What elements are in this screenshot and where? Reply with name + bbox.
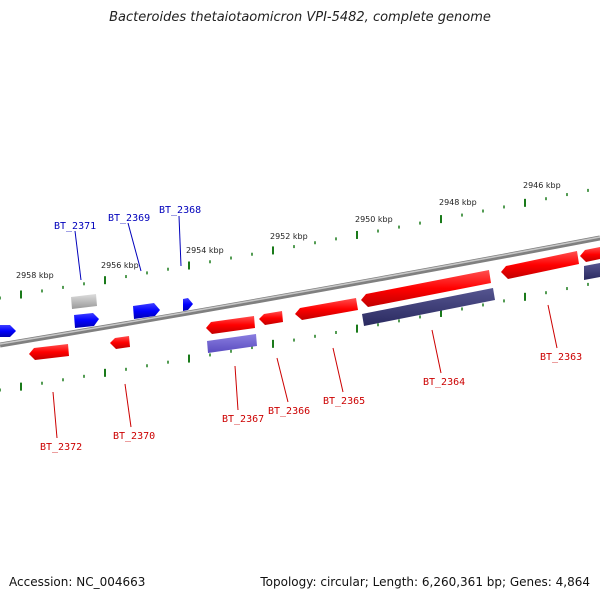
gene-arrow[interactable] — [295, 298, 358, 320]
gene-label[interactable]: BT_2371 — [54, 221, 96, 232]
gene-label[interactable]: BT_2364 — [423, 377, 465, 388]
kbp-label: 2956 kbp — [101, 261, 139, 270]
inner-tick-row — [0, 282, 589, 392]
forward-strand-genes — [0, 263, 600, 337]
gene-arrow[interactable] — [0, 325, 16, 337]
forward-gene-labels: BT_2371 BT_2369 BT_2368 — [54, 205, 201, 232]
gene-arrow[interactable] — [29, 344, 69, 360]
accession-label: Accession: NC_004663 — [9, 575, 146, 589]
genome-backbone — [0, 235, 600, 348]
genome-title: Bacteroides thetaiotaomicron VPI-5482, c… — [109, 10, 491, 25]
gene-arrow[interactable] — [361, 270, 491, 307]
gene-arrow[interactable] — [110, 336, 130, 349]
genome-summary: Topology: circular; Length: 6,260,361 bp… — [260, 575, 590, 589]
kbp-label: 2948 kbp — [439, 198, 477, 207]
gene-arrow[interactable] — [584, 263, 600, 280]
outer-tick-row — [0, 188, 589, 300]
kbp-label: 2952 kbp — [270, 232, 308, 241]
gene-label[interactable]: BT_2368 — [159, 205, 201, 216]
kbp-labels: 2958 kbp 2956 kbp 2954 kbp 2952 kbp 2950… — [16, 181, 561, 280]
gene-arrow[interactable] — [133, 303, 160, 319]
kbp-label: 2954 kbp — [186, 246, 224, 255]
gene-arrow[interactable] — [259, 311, 283, 325]
kbp-label: 2950 kbp — [355, 215, 393, 224]
pseudo-gene[interactable] — [71, 294, 97, 309]
kbp-label: 2958 kbp — [16, 271, 54, 280]
gene-label[interactable]: BT_2369 — [108, 213, 150, 224]
gene-arrow[interactable] — [501, 251, 579, 279]
reverse-gene-labels: BT_2372 BT_2370 BT_2367 BT_2366 BT_2365 … — [40, 352, 582, 453]
reverse-strand-genes — [29, 247, 600, 360]
gene-arrow[interactable] — [580, 247, 600, 262]
gene-label[interactable]: BT_2367 — [222, 414, 264, 425]
gene-arrow[interactable] — [183, 298, 193, 311]
gene-label[interactable]: BT_2363 — [540, 352, 582, 363]
cds-box[interactable] — [362, 288, 495, 326]
gene-label[interactable]: BT_2372 — [40, 442, 82, 453]
gene-label[interactable]: BT_2366 — [268, 406, 310, 417]
label-leaders — [52, 215, 558, 439]
kbp-label: 2946 kbp — [523, 181, 561, 190]
gene-label[interactable]: BT_2370 — [113, 431, 155, 442]
gene-arrow[interactable] — [74, 313, 99, 328]
cds-box[interactable] — [207, 334, 257, 353]
gene-label[interactable]: BT_2365 — [323, 396, 365, 407]
gene-arrow[interactable] — [206, 316, 255, 334]
